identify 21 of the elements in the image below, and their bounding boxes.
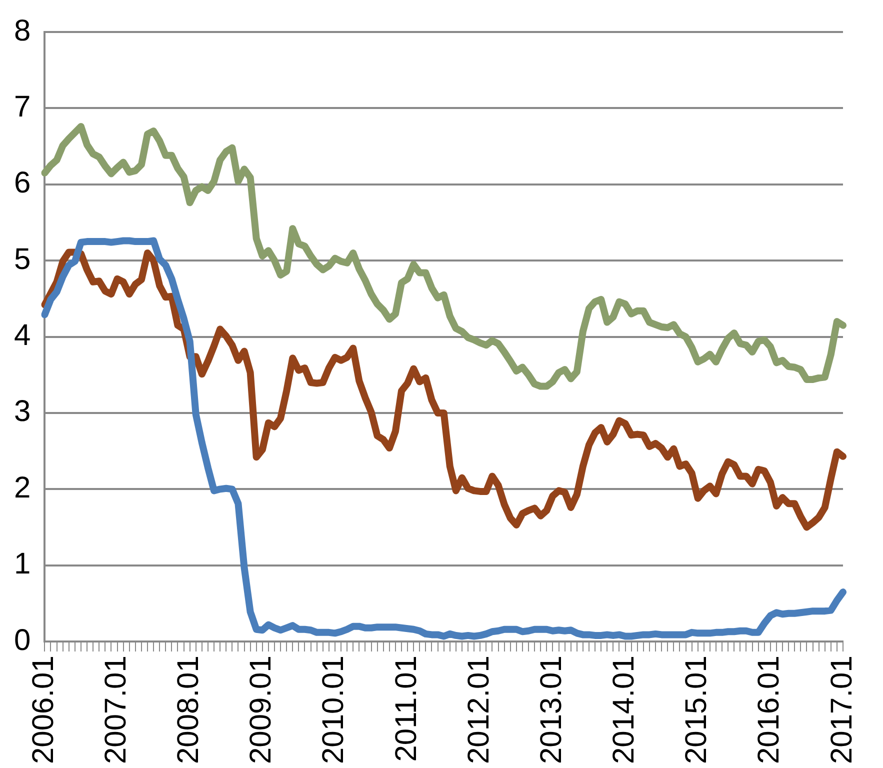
y-tick-label: 3: [14, 395, 31, 428]
x-tick-label: 2011.01: [390, 656, 423, 762]
x-tick-label: 2007.01: [100, 656, 133, 764]
y-tick-label: 2: [14, 471, 31, 504]
x-tick-label: 2016.01: [752, 656, 786, 764]
y-tick-label: 7: [14, 90, 31, 124]
x-tick-label: 2006.01: [26, 656, 60, 764]
x-tick-label: 2008.01: [172, 656, 206, 764]
y-tick-label: 1: [14, 548, 31, 581]
y-tick-label: 5: [14, 242, 31, 276]
y-tick-label: 0: [14, 624, 31, 657]
x-tick-label: 2013.01: [534, 656, 568, 764]
x-tick-label: 2012.01: [462, 656, 496, 764]
x-tick-label: 2014.01: [608, 656, 641, 764]
x-tick-label: 2017.01: [825, 656, 858, 764]
y-tick-label: 4: [14, 319, 31, 352]
x-tick-label: 2009.01: [244, 656, 278, 764]
y-tick-label: 8: [14, 14, 31, 48]
x-tick-label: 2010.01: [317, 656, 350, 764]
y-tick-label: 6: [14, 166, 31, 200]
x-tick-label: 2015.01: [680, 656, 714, 764]
